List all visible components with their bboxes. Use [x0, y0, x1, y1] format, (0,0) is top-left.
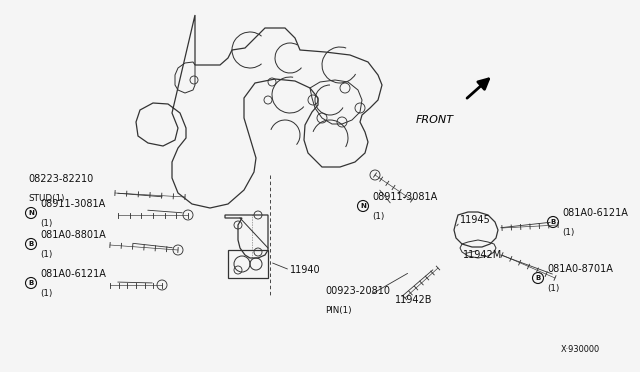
Text: (1): (1) — [40, 289, 52, 298]
Text: B: B — [536, 275, 541, 281]
Text: (1): (1) — [372, 212, 385, 221]
Text: (1): (1) — [40, 219, 52, 228]
Text: N: N — [28, 210, 34, 216]
Text: 081A0-8701A: 081A0-8701A — [547, 264, 613, 274]
Text: 08911-3081A: 08911-3081A — [372, 192, 437, 202]
Text: 00923-20810: 00923-20810 — [325, 286, 390, 296]
Text: STUD(1): STUD(1) — [28, 194, 65, 203]
Text: 081A0-6121A: 081A0-6121A — [562, 208, 628, 218]
Text: PIN(1): PIN(1) — [325, 306, 351, 315]
Text: 08223-82210: 08223-82210 — [28, 174, 93, 184]
Text: (1): (1) — [562, 228, 574, 237]
Text: 081A0-8801A: 081A0-8801A — [40, 230, 106, 240]
Text: (1): (1) — [40, 250, 52, 259]
Text: B: B — [550, 219, 556, 225]
Text: 08911-3081A: 08911-3081A — [40, 199, 105, 209]
Text: B: B — [28, 241, 34, 247]
Text: 11942M: 11942M — [463, 250, 502, 260]
Text: 11945: 11945 — [460, 215, 491, 225]
Text: 081A0-6121A: 081A0-6121A — [40, 269, 106, 279]
Text: N: N — [360, 203, 366, 209]
Text: 11940: 11940 — [290, 265, 321, 275]
Text: FRONT: FRONT — [416, 115, 454, 125]
Text: B: B — [28, 280, 34, 286]
Text: (1): (1) — [547, 284, 559, 293]
Text: X·930000: X·930000 — [561, 346, 600, 355]
Text: 11942B: 11942B — [395, 295, 433, 305]
